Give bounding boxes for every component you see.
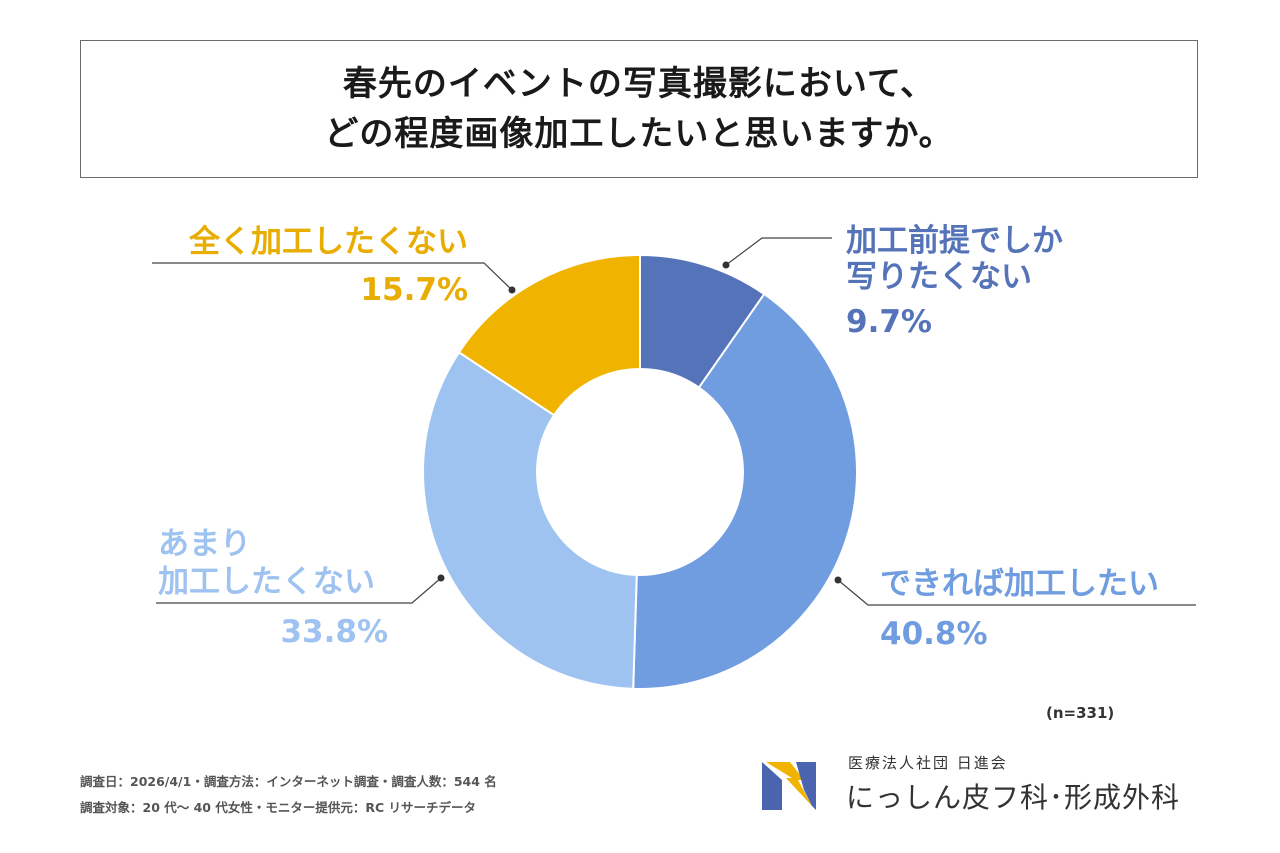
slice-0-label-line-1: 加工前提でしか xyxy=(846,223,1063,259)
leader-dot-slice-0 xyxy=(722,261,730,269)
survey-info-line-1: 調査日：2026/4/1・調査方法：インターネット調査・調査人数：544 名 xyxy=(80,774,497,789)
title-line-2: どの程度画像加工したいと思いますか。 xyxy=(324,114,954,154)
logo-bolt xyxy=(766,762,812,806)
slice-1-label-line-1: できれば加工したい xyxy=(880,566,1159,602)
slice-2-percent: 33.8% xyxy=(280,614,388,650)
leader-dot-slice-1 xyxy=(834,576,842,584)
clinic-logo: 医療法人社団 日進会 にっしん皮フ科･形成外科 xyxy=(760,752,1210,816)
clinic-logo-mark-icon xyxy=(762,762,816,810)
logo-right-bar xyxy=(796,762,816,810)
slice-2-label-line-2: 加工したくない xyxy=(158,564,375,600)
title-box: 春先のイベントの写真撮影において、 どの程度画像加工したいと思いますか。 xyxy=(80,40,1198,178)
slice-3-percent: 15.7% xyxy=(360,272,468,308)
survey-info-line-2: 調査対象：20 代〜 40 代女性・モニター提供元：RC リサーチデータ xyxy=(80,800,476,815)
donut-slice-1 xyxy=(632,292,858,690)
donut-slices xyxy=(422,253,858,690)
donut-slice-3 xyxy=(457,253,641,417)
leader-dot-slice-2 xyxy=(437,574,445,582)
slice-3-label-line-1: 全く加工したくない xyxy=(188,224,468,260)
leader-line-slice-0 xyxy=(725,237,832,266)
slice-0-label-line-2: 写りたくない xyxy=(846,259,1032,295)
leader-line-slice-2 xyxy=(156,577,442,604)
donut-slice-2 xyxy=(422,350,638,690)
title-line-1: 春先のイベントの写真撮影において、 xyxy=(342,64,936,104)
leader-line-slice-3 xyxy=(152,262,513,291)
slice-0-percent: 9.7% xyxy=(846,304,932,340)
leader-dot-slice-3 xyxy=(508,286,516,294)
org-main-name: にっしん皮フ科･形成外科 xyxy=(846,781,1181,814)
org-sub-name: 医療法人社団 日進会 xyxy=(848,754,1008,772)
leader-line-slice-1 xyxy=(837,579,1196,606)
sample-size-label: (n=331) xyxy=(1046,704,1115,722)
slice-2-label-line-1: あまり xyxy=(158,526,251,562)
slice-1-percent: 40.8% xyxy=(880,616,988,652)
logo-left-bar xyxy=(762,762,782,810)
